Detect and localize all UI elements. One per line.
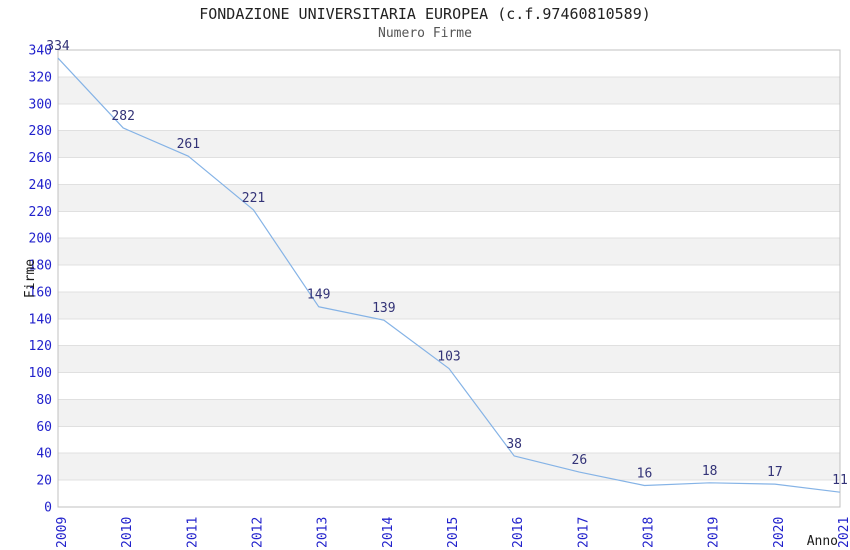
y-tick-label: 220 xyxy=(29,205,52,220)
data-point-label: 334 xyxy=(46,39,70,54)
plot-band xyxy=(58,291,840,319)
y-tick-label: 200 xyxy=(29,232,52,247)
x-tick-label: 2018 xyxy=(642,517,657,548)
plot-band xyxy=(58,399,840,427)
x-tick-label: 2019 xyxy=(707,517,722,548)
y-tick-label: 140 xyxy=(29,312,52,327)
plot-band xyxy=(58,238,840,266)
plot-band xyxy=(58,76,840,104)
x-tick-label: 2012 xyxy=(251,517,266,548)
y-tick-label: 0 xyxy=(44,501,52,516)
x-tick-label: 2009 xyxy=(55,517,70,548)
x-axis-title: Anno xyxy=(807,534,838,549)
y-tick-label: 100 xyxy=(29,366,52,381)
data-point-label: 221 xyxy=(242,191,265,206)
y-tick-label: 120 xyxy=(29,339,52,354)
y-tick-label: 60 xyxy=(36,420,52,435)
y-axis-title: Firme xyxy=(23,259,38,298)
x-tick-label: 2015 xyxy=(446,517,461,548)
y-tick-label: 80 xyxy=(36,393,52,408)
y-tick-label: 20 xyxy=(36,474,52,489)
data-point-label: 261 xyxy=(177,137,200,152)
data-point-label: 139 xyxy=(372,301,395,316)
data-point-label: 11 xyxy=(832,473,848,488)
y-tick-label: 300 xyxy=(29,97,52,112)
data-point-label: 26 xyxy=(572,453,588,468)
y-tick-label: 40 xyxy=(36,447,52,462)
x-tick-label: 2017 xyxy=(576,517,591,548)
x-tick-label: 2021 xyxy=(837,517,850,548)
data-point-label: 149 xyxy=(307,288,330,303)
x-tick-label: 2011 xyxy=(185,517,200,548)
plot-band xyxy=(58,453,840,481)
y-tick-label: 240 xyxy=(29,178,52,193)
plot-band xyxy=(58,130,840,158)
data-point-label: 16 xyxy=(637,466,653,481)
data-point-label: 18 xyxy=(702,464,718,479)
plot-border xyxy=(57,49,841,508)
x-tick-label: 2010 xyxy=(120,517,135,548)
data-point-label: 38 xyxy=(506,437,522,452)
plot-band xyxy=(58,184,840,212)
y-tick-label: 340 xyxy=(29,44,52,59)
y-tick-label: 260 xyxy=(29,151,52,166)
data-point-label: 282 xyxy=(111,109,134,124)
x-tick-label: 2016 xyxy=(511,517,526,548)
chart-subtitle: Numero Firme xyxy=(378,26,472,41)
y-tick-label: 180 xyxy=(29,259,52,274)
x-tick-label: 2020 xyxy=(772,517,787,548)
chart-title: FONDAZIONE UNIVERSITARIA EUROPEA (c.f.97… xyxy=(199,5,651,23)
x-tick-label: 2013 xyxy=(316,517,331,548)
data-point-label: 17 xyxy=(767,465,783,480)
y-tick-label: 280 xyxy=(29,124,52,139)
y-tick-label: 160 xyxy=(29,285,52,300)
y-tick-label: 320 xyxy=(29,70,52,85)
x-tick-label: 2014 xyxy=(381,517,396,548)
data-line xyxy=(57,57,841,493)
data-point-label: 103 xyxy=(437,350,460,365)
